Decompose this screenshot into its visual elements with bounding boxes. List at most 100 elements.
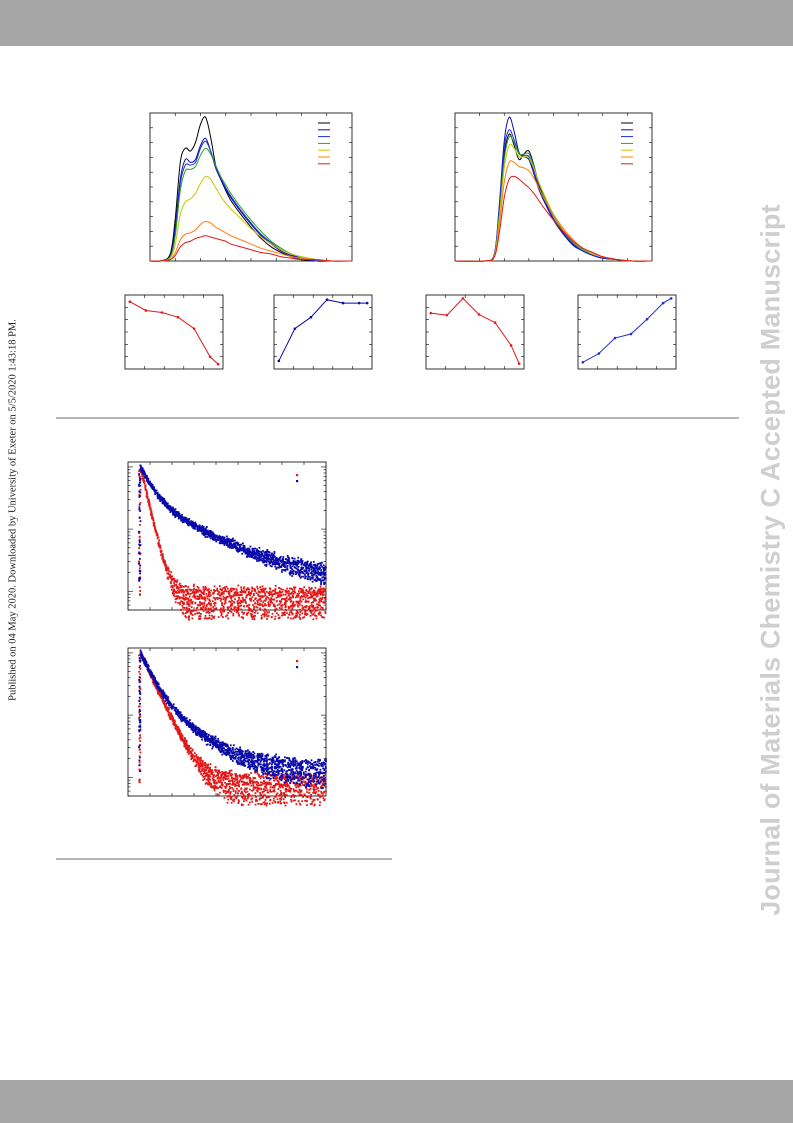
decay-1-point: [298, 602, 301, 605]
decay-1-point: [248, 555, 251, 558]
decay-1-point: [313, 614, 316, 617]
decay-1-point: [213, 534, 216, 537]
decay-2-point: [217, 737, 220, 740]
decay-1-point: [197, 591, 199, 593]
decay-1-point: [312, 591, 315, 594]
decay-2-point: [224, 773, 226, 776]
decay-1-point: [189, 522, 192, 525]
decay-2-point: [274, 777, 276, 780]
decay-2-point: [237, 757, 239, 760]
decay-1-point: [170, 577, 173, 580]
decay-2-point: [268, 782, 271, 785]
decay-2-point: [260, 775, 263, 778]
decay-1-point: [165, 569, 168, 572]
decay-1-point: [154, 526, 157, 529]
decay-1-point: [287, 616, 289, 619]
decay-1-point: [312, 569, 315, 571]
decay-2-point: [289, 778, 292, 781]
decay-1-point: [297, 595, 300, 598]
decay-1-point: [316, 594, 319, 597]
decay-1-point: [217, 536, 220, 538]
decay-1-point: [172, 513, 175, 516]
decay-1-point: [324, 576, 326, 579]
decay-2-point: [199, 763, 202, 766]
decay-2-point: [285, 801, 288, 804]
decay-2-point: [239, 778, 242, 781]
decay-1-point: [208, 602, 210, 604]
decay-2-point: [211, 771, 214, 773]
decay-2-point: [284, 773, 286, 776]
decay-2-point: [295, 803, 298, 805]
decay-1-point: [232, 612, 235, 615]
decay-1-point: [291, 565, 294, 568]
decay-1-point: [190, 601, 193, 604]
decay-1-point: [179, 585, 182, 587]
decay-1-point: [186, 609, 189, 612]
decay-2-point: [203, 770, 205, 773]
trend-2-point-3: [325, 298, 329, 302]
decay-1-point: [210, 531, 213, 534]
decay-1-point: [317, 579, 319, 581]
decay-1-point: [280, 608, 283, 611]
decay-1-point: [243, 605, 245, 608]
decay-1-point: [321, 608, 324, 611]
decay-2-point: [247, 783, 250, 786]
decay-1-point: [138, 508, 141, 511]
trend-1-point-2: [160, 311, 164, 314]
decay-2-point: [164, 700, 167, 703]
decay-1-point: [246, 587, 249, 590]
decay-1-point: [243, 586, 246, 589]
decay-1-point: [215, 535, 217, 538]
decay-1-point: [174, 598, 177, 601]
decay-1-point: [299, 617, 301, 620]
decay-1-point: [308, 567, 311, 570]
decay-2-point: [267, 781, 270, 784]
decay-1-point: [245, 588, 248, 591]
decay-1-point: [279, 600, 281, 603]
decay-2-point: [306, 791, 308, 793]
decay-1-point: [240, 591, 243, 594]
decay-1-point: [251, 616, 253, 618]
decay-1-point: [251, 586, 254, 589]
decay-1-point: [286, 554, 289, 557]
decay-2-point: [206, 766, 208, 769]
decay-1-point: [206, 532, 209, 535]
decay-2-point: [260, 788, 263, 791]
decay-2-point: [284, 796, 286, 799]
decay-1-point: [197, 589, 200, 592]
decay-1-point: [250, 552, 253, 555]
decay-2-point: [264, 782, 266, 785]
decay-1-point: [265, 590, 268, 593]
decay-2-point: [202, 776, 205, 778]
decay-1-point: [161, 553, 164, 556]
decay-1-point: [213, 538, 216, 541]
decay-2-point: [138, 705, 140, 708]
decay-1-point: [196, 595, 199, 598]
decay-1-point: [255, 597, 257, 600]
decay-2-point: [236, 788, 238, 790]
decay-1-point: [303, 564, 306, 566]
decay-1-point: [212, 538, 214, 541]
decay-1-point: [170, 588, 173, 591]
decay-2-point: [324, 773, 327, 776]
decay-1-point: [222, 590, 225, 593]
decay-1-point: [243, 611, 246, 614]
decay-1-point: [209, 603, 212, 606]
decay-1-point: [276, 558, 279, 561]
decay-1-point: [294, 560, 297, 563]
decay-1-point: [195, 590, 197, 593]
decay-2-point: [306, 796, 309, 798]
decay-2-point: [171, 716, 173, 719]
decay-2-point: [248, 794, 250, 797]
decay-1-point: [241, 596, 244, 599]
decay-1-point: [200, 590, 203, 593]
decay-2-point: [224, 775, 227, 778]
decay-1-point: [250, 599, 252, 602]
decay-1-point: [281, 564, 283, 567]
decay-1-point: [149, 482, 152, 485]
decay-1-point: [321, 576, 324, 579]
decay-1-point: [138, 567, 141, 570]
decay-1-point: [247, 552, 250, 555]
decay-2-point: [254, 770, 257, 773]
decay-2-point: [241, 780, 244, 783]
